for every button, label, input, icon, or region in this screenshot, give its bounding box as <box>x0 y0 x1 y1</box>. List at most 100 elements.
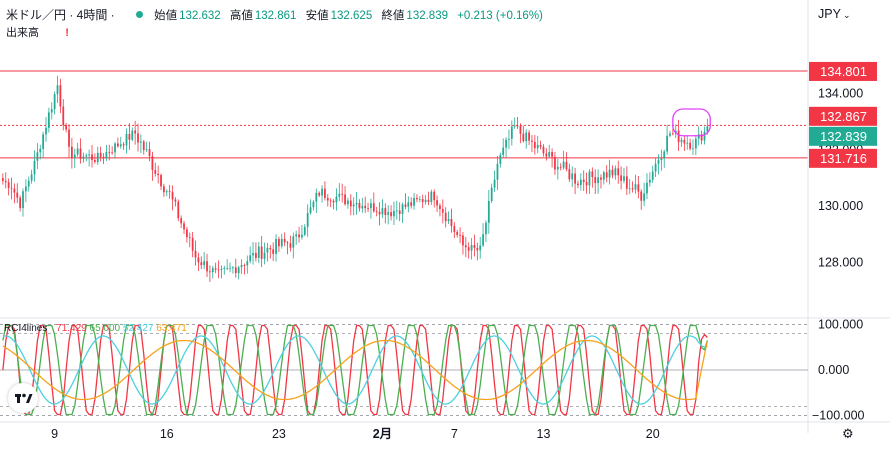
candle-body <box>203 261 206 266</box>
volume-label[interactable]: 出来高 <box>6 27 39 39</box>
candle-body <box>430 191 433 202</box>
candle-body <box>257 246 260 258</box>
candle-body <box>278 238 280 247</box>
currency-label: JPY <box>818 7 841 21</box>
candle-body <box>441 209 444 213</box>
candle-body <box>677 130 680 143</box>
candle-body <box>453 226 456 232</box>
candle-body <box>335 196 338 203</box>
change-value: +0.213 (+0.16%) <box>457 10 543 22</box>
close-value: 132.839 <box>406 10 448 22</box>
rci-series-line <box>2 339 709 401</box>
candle-body <box>200 262 203 266</box>
candle-body <box>450 218 453 227</box>
tradingview-logo-icon[interactable] <box>8 383 38 413</box>
candle-body <box>424 199 427 203</box>
candle-body <box>73 154 76 159</box>
price-tick-label: 128.000 <box>818 255 863 269</box>
candle-body <box>315 192 318 202</box>
candle-body <box>643 193 645 201</box>
candle-body <box>700 134 703 141</box>
candle-body <box>234 267 237 274</box>
candle-body <box>33 160 36 175</box>
symbol-title[interactable]: 米ドル／円 · 4時間 · <box>6 8 115 22</box>
candle-body <box>499 154 502 164</box>
candle-body <box>436 200 438 206</box>
candle-body <box>214 268 217 270</box>
candle-body <box>697 134 700 139</box>
candle-body <box>680 139 683 143</box>
candle-body <box>418 198 421 200</box>
candle-body <box>464 245 467 248</box>
candle-body <box>542 146 545 154</box>
rci-legend[interactable]: RCI4lines 71.429 65.000 52.427 63.471 <box>4 323 187 334</box>
candle-body <box>338 193 341 197</box>
candle-body <box>4 180 7 183</box>
candle-body <box>122 144 125 146</box>
candle-body <box>117 143 119 147</box>
open-value: 132.632 <box>179 10 221 22</box>
candle-body <box>591 171 594 178</box>
candle-body <box>266 248 269 253</box>
ohlc-legend: 米ドル／円 · 4時間 · 始値 132.632 高値 132.861 安値 132.… <box>6 6 549 23</box>
candle-body <box>246 261 249 266</box>
candle-body <box>533 141 536 149</box>
candle-body <box>439 205 441 210</box>
candle-body <box>10 187 13 189</box>
rci-value-1: 71.429 <box>56 323 87 334</box>
candle-body <box>324 188 326 198</box>
candle-body <box>125 133 128 146</box>
candle-body <box>361 205 364 209</box>
open-label: 始値 <box>154 10 178 22</box>
candle-body <box>165 191 168 193</box>
market-status-icon <box>135 11 143 18</box>
candle-body <box>303 226 306 235</box>
candle-body <box>344 194 346 205</box>
candle-body <box>197 257 200 263</box>
candle-body <box>663 151 666 159</box>
candle-body <box>223 268 226 269</box>
candle-body <box>513 125 516 127</box>
price-axis-label: 131.716 <box>820 151 867 166</box>
candle-body <box>174 199 177 202</box>
candle-body <box>45 127 47 135</box>
gear-icon[interactable]: ⚙ <box>842 426 854 441</box>
currency-selector[interactable]: JPY ⌄ <box>818 7 850 21</box>
candle-body <box>65 125 68 130</box>
candle-body <box>53 94 56 110</box>
candle-body <box>378 211 381 215</box>
candle-body <box>605 172 608 178</box>
highlight-rectangle[interactable] <box>672 108 711 137</box>
candle-body <box>7 182 10 188</box>
candle-body <box>211 268 214 273</box>
candle-body <box>614 168 617 176</box>
candle-body <box>579 179 582 186</box>
candle-body <box>191 237 194 251</box>
candle-body <box>50 109 53 113</box>
candle-body <box>22 191 24 209</box>
close-label: 終値 <box>381 10 405 22</box>
candle-body <box>27 180 30 187</box>
candle-body <box>637 184 640 192</box>
price-axis-label-bg <box>809 126 877 146</box>
price-axis-label: 134.801 <box>820 64 867 79</box>
candle-body <box>119 144 122 147</box>
candle-body <box>654 163 657 172</box>
candle-body <box>531 140 533 142</box>
candle-body <box>151 156 154 171</box>
candle-body <box>522 133 525 142</box>
price-axis-label-bg <box>809 106 877 126</box>
candle-body <box>703 131 706 141</box>
candle-body <box>648 179 651 183</box>
candle-body <box>372 203 375 212</box>
time-tick-label: 9 <box>51 427 58 441</box>
candle-body <box>548 152 551 157</box>
candle-body <box>416 197 418 200</box>
candle-body <box>694 138 697 149</box>
candle-body <box>683 139 686 144</box>
candle-body <box>275 238 277 254</box>
warning-icon[interactable]: ! <box>65 27 69 39</box>
candle-body <box>482 234 484 246</box>
